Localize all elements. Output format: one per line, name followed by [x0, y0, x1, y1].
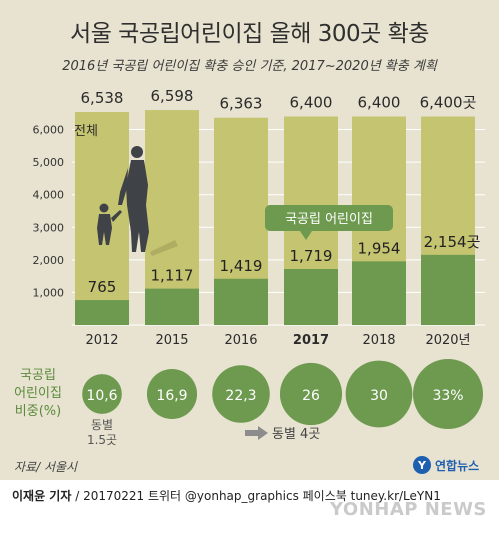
y-tick-label: 1,000	[33, 286, 65, 299]
data-label-public: 765	[88, 278, 117, 296]
logo-text: 연합뉴스	[435, 458, 480, 473]
y-tick-label: 6,000	[33, 124, 65, 137]
logo-mark: Y	[413, 456, 431, 474]
bar-public	[145, 288, 199, 325]
first-note: 동별	[91, 418, 113, 432]
ratio-value-label: 30	[370, 388, 388, 404]
data-label-public: 2,154곳	[424, 233, 481, 251]
series-callout	[265, 205, 393, 231]
ratio-value-label: 33%	[432, 388, 463, 404]
arrow-head	[258, 426, 268, 440]
data-label-total: 6,363	[220, 95, 263, 113]
byline-reporter: 이재윤 기자	[12, 489, 72, 503]
yonhap-logo: Y 연합뉴스	[413, 454, 479, 476]
byline-rest: / 20170221 트위터 @yonhap_graphics 페이스북 tun…	[71, 489, 441, 503]
x-tick-label: 2017	[293, 333, 329, 348]
ratio-row-label: 어린이집	[14, 386, 62, 401]
first-note: 1.5곳	[87, 433, 117, 447]
people-silhouette	[97, 146, 149, 252]
ratio-circle	[345, 360, 413, 428]
y-tick-label: 5,000	[33, 156, 65, 169]
x-tick-label: 2015	[155, 333, 188, 348]
x-tick-label: 2016	[224, 333, 257, 348]
ratio-circle	[279, 362, 343, 426]
data-label-public: 1,117	[151, 267, 194, 285]
ratio-value-label: 16,9	[156, 388, 187, 404]
arrow-note: 동별 4곳	[272, 427, 320, 442]
footer	[0, 480, 499, 539]
ratio-circle	[212, 365, 270, 423]
ratio-value-label: 26	[302, 388, 320, 404]
y-tick-label: 2,000	[33, 254, 65, 267]
bar-public	[75, 300, 129, 325]
data-label-total: 6,400	[290, 94, 333, 112]
ratio-circle	[413, 359, 483, 429]
bar-public	[352, 261, 406, 325]
y-tick-label: 3,000	[33, 221, 65, 234]
ratio-value-label: 22,3	[225, 388, 256, 404]
x-tick-label: 2018	[362, 333, 395, 348]
bar-public	[421, 254, 475, 325]
ratio-row-label: 비중(%)	[15, 404, 61, 419]
data-label-total: 6,400	[358, 94, 401, 112]
data-label-total: 6,538	[81, 89, 124, 107]
byline: 이재윤 기자 / 20170221 트위터 @yonhap_graphics 페…	[12, 487, 441, 504]
chart-subtitle: 2016년 국공립 어린이집 확충 승인 기준, 2017~2020년 확충 계…	[62, 59, 437, 74]
ratio-value-label: 10,6	[86, 388, 117, 404]
bar-chart: 1,000 2,000 3,000 4,000 5,000 6,000 6,538 6,598…	[14, 87, 485, 447]
bar-public	[284, 269, 338, 325]
ratio-circle	[146, 368, 198, 420]
bar-public	[214, 278, 268, 325]
series-label-public: 국공립 어린이집	[285, 212, 373, 227]
data-label-total: 6,598	[151, 87, 194, 105]
y-tick-label: 4,000	[33, 189, 65, 202]
series-label-total: 전체	[74, 124, 98, 139]
silhouette-shadow	[150, 240, 178, 256]
data-label-public: 1,719	[290, 247, 333, 265]
data-label-public: 1,954	[358, 239, 401, 257]
ratio-row-label: 국공립	[20, 368, 56, 383]
x-tick-label: 2012	[85, 333, 118, 348]
ratio-circle	[82, 374, 122, 414]
data-label-public: 1,419	[220, 257, 263, 275]
watermark: YONHAP NEWS	[330, 499, 487, 520]
callout-pointer	[300, 231, 312, 240]
arrow-shaft	[245, 430, 259, 436]
chart-title: 서울 국공립어린이집 올해 300곳 확충	[70, 21, 429, 47]
data-label-total: 6,400곳	[420, 94, 477, 112]
source-note: 자료/ 서울시	[14, 460, 78, 474]
x-tick-label: 2020년	[425, 333, 470, 348]
